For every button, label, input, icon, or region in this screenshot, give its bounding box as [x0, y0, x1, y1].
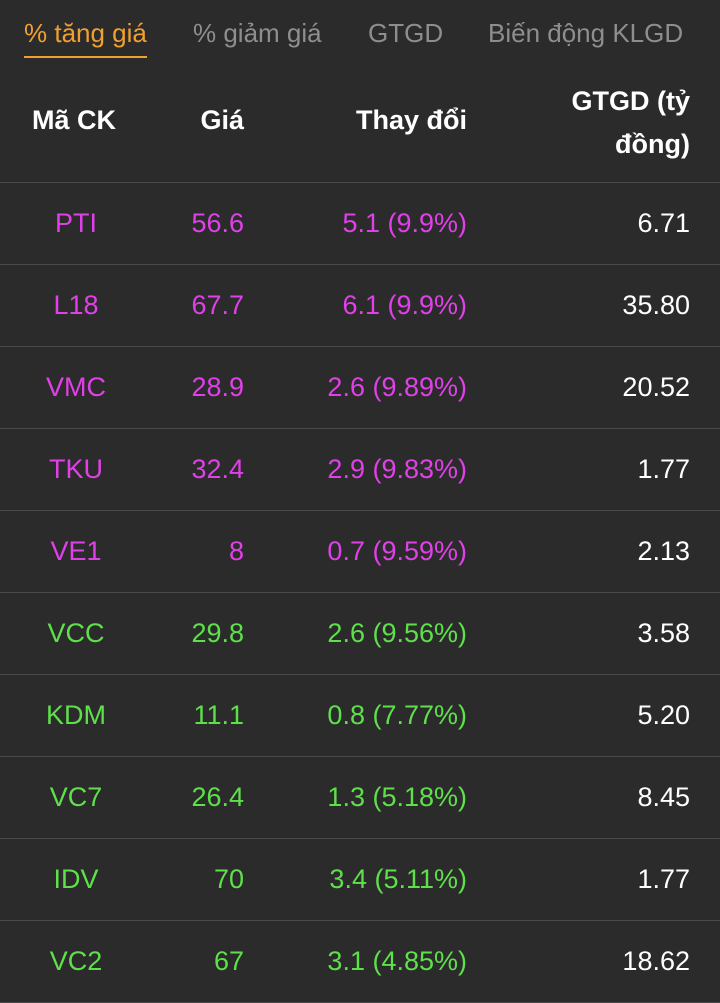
change-cell: 3.1 (4.85%): [327, 946, 467, 976]
change-cell: 2.6 (9.89%): [327, 372, 467, 402]
ticker-cell: TKU: [49, 454, 103, 484]
trading-value-cell: 1.77: [637, 864, 690, 894]
price-cell: 28.9: [191, 372, 244, 402]
trading-value-cell: 1.77: [637, 454, 690, 484]
tab-bar: % tăng giá % giảm giá GTGD Biến động KLG…: [0, 0, 720, 64]
table-row[interactable]: KDM 11.1 0.8 (7.77%) 5.20: [0, 675, 720, 757]
price-cell: 32.4: [191, 454, 244, 484]
table-row[interactable]: VE1 8 0.7 (9.59%) 2.13: [0, 511, 720, 593]
ticker-cell: IDV: [53, 864, 99, 894]
price-cell: 8: [228, 536, 244, 566]
ticker-cell: VCC: [47, 618, 105, 648]
trading-value-cell: 35.80: [622, 290, 690, 320]
header-ticker: Mã CK: [32, 105, 117, 135]
price-cell: 29.8: [191, 618, 244, 648]
tab-top-gainers[interactable]: % tăng giá: [24, 18, 147, 58]
table-row[interactable]: L18 67.7 6.1 (9.9%) 35.80: [0, 265, 720, 347]
change-cell: 0.8 (7.77%): [327, 700, 467, 730]
change-cell: 3.4 (5.11%): [329, 864, 467, 894]
table-row[interactable]: VC2 67 3.1 (4.85%) 18.62: [0, 921, 720, 1003]
trading-value-cell: 5.20: [637, 700, 690, 730]
price-cell: 56.6: [191, 208, 244, 238]
price-cell: 67: [213, 946, 244, 976]
change-cell: 0.7 (9.59%): [327, 536, 467, 566]
tab-volume-change[interactable]: Biến động KLGD: [488, 18, 684, 48]
change-cell: 5.1 (9.9%): [342, 208, 467, 238]
ticker-cell: VC2: [49, 946, 103, 976]
trading-value-cell: 3.58: [637, 618, 690, 648]
table-row[interactable]: TKU 32.4 2.9 (9.83%) 1.77: [0, 429, 720, 511]
ticker-cell: VC7: [49, 782, 103, 812]
change-cell: 6.1 (9.9%): [342, 290, 467, 320]
change-cell: 2.6 (9.56%): [327, 618, 467, 648]
tab-top-losers[interactable]: % giảm giá: [193, 18, 322, 48]
stock-table: Mã CK Giá Thay đổi GTGD (tỷ đồng) PTI 56.…: [0, 64, 720, 1003]
trading-value-cell: 6.71: [637, 208, 690, 238]
trading-value-cell: 18.62: [622, 946, 690, 976]
header-trading-value: GTGD (tỷ đồng): [520, 80, 691, 166]
ticker-cell: L18: [53, 290, 99, 320]
table-row[interactable]: VC7 26.4 1.3 (5.18%) 8.45: [0, 757, 720, 839]
header-trading-value-line2: đồng): [615, 129, 690, 159]
header-change: Thay đổi: [355, 105, 467, 135]
ticker-cell: VMC: [46, 372, 106, 402]
ticker-cell: VE1: [50, 536, 102, 566]
ticker-cell: PTI: [54, 208, 97, 238]
trading-value-cell: 8.45: [637, 782, 690, 812]
tab-trading-value[interactable]: GTGD: [368, 18, 444, 48]
table-row[interactable]: VCC 29.8 2.6 (9.56%) 3.58: [0, 593, 720, 675]
trading-value-cell: 2.13: [637, 536, 690, 566]
table-row[interactable]: VMC 28.9 2.6 (9.89%) 20.52: [0, 347, 720, 429]
price-cell: 67.7: [191, 290, 244, 320]
price-cell: 26.4: [191, 782, 244, 812]
ticker-cell: KDM: [46, 700, 106, 730]
header-trading-value-line1: GTGD (tỷ: [571, 86, 691, 116]
table-row[interactable]: PTI 56.6 5.1 (9.9%) 6.71: [0, 183, 720, 265]
price-cell: 11.1: [193, 700, 244, 730]
change-cell: 2.9 (9.83%): [327, 454, 467, 484]
table-header: Mã CK Giá Thay đổi GTGD (tỷ đồng): [0, 64, 720, 183]
table-row[interactable]: IDV 70 3.4 (5.11%) 1.77: [0, 839, 720, 921]
change-cell: 1.3 (5.18%): [327, 782, 467, 812]
price-cell: 70: [213, 864, 244, 894]
header-price: Giá: [200, 105, 244, 135]
trading-value-cell: 20.52: [622, 372, 690, 402]
table-body: PTI 56.6 5.1 (9.9%) 6.71 L18 67.7 6.1 (9.9%) 35…: [0, 183, 720, 1003]
